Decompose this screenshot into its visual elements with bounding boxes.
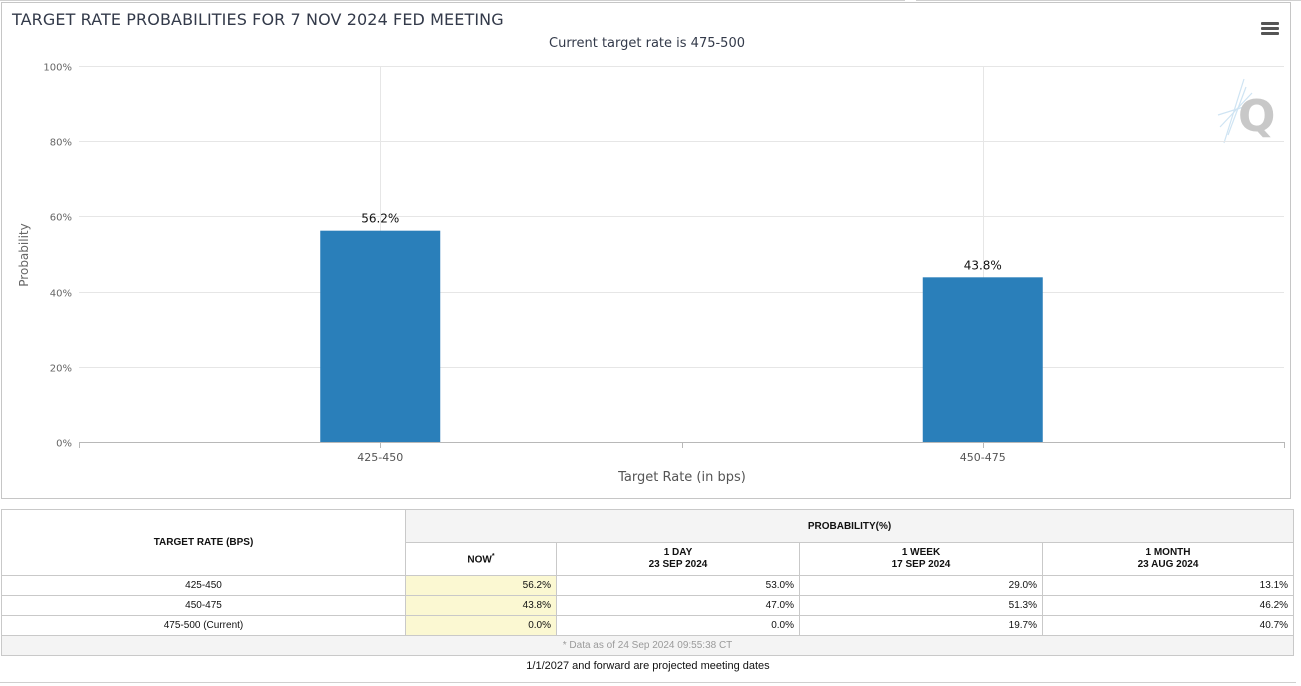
- data-timestamp-note: * Data as of 24 Sep 2024 09:55:38 CT: [0, 635, 1295, 656]
- top-border-right: [916, 0, 1301, 1]
- y-tick-label: 20%: [50, 364, 72, 375]
- value-1-week: 51.3%: [799, 595, 1043, 616]
- y-tick-label: 100%: [43, 63, 72, 74]
- table-row: 450-475 43.8% 47.0% 51.3% 46.2%: [1, 595, 1295, 616]
- value-1-month: 40.7%: [1041, 615, 1295, 636]
- bar-450-475[interactable]: [922, 277, 1043, 442]
- chart-title: TARGET RATE PROBABILITIES FOR 7 NOV 2024…: [12, 10, 504, 29]
- y-axis-title: Probability: [17, 223, 31, 286]
- q-logo-watermark-icon: Q: [1217, 78, 1275, 144]
- row-rate: 475-500 (Current): [1, 615, 406, 636]
- y-tick-label: 60%: [50, 213, 72, 224]
- bottom-border: [0, 682, 1296, 683]
- hamburger-menu-icon[interactable]: [1261, 22, 1279, 38]
- bar-data-label: 56.2%: [361, 212, 399, 226]
- x-tick-label: 425-450: [357, 451, 403, 464]
- value-1-month: 13.1%: [1041, 575, 1295, 596]
- column-header-1-month: 1 MONTH 23 AUG 2024: [1041, 542, 1295, 576]
- chart-subtitle: Current target rate is 475-500: [549, 36, 745, 51]
- probability-table-container: TARGET RATE (BPS) PROBABILITY(%) NOW* 1 …: [0, 509, 1295, 656]
- row-rate: 425-450: [1, 575, 406, 596]
- value-1-month: 46.2%: [1041, 595, 1295, 616]
- value-1-week: 19.7%: [799, 615, 1043, 636]
- column-header-1-day: 1 DAY 23 SEP 2024: [556, 542, 800, 576]
- column-header-now: NOW*: [405, 542, 557, 576]
- value-1-day: 47.0%: [556, 595, 800, 616]
- bar-chart: 0% 20% 40% 60% 80% 100% 56.2% 425-450 43.8% 450-4…: [17, 63, 1285, 485]
- value-1-day: 0.0%: [556, 615, 800, 636]
- projected-dates-note: 1/1/2027 and forward are projected meeti…: [526, 660, 770, 672]
- table-row: 475-500 (Current) 0.0% 0.0% 19.7% 40.7%: [1, 615, 1295, 636]
- x-tick-label: 450-475: [960, 451, 1006, 464]
- y-tick-label: 0%: [56, 439, 72, 450]
- y-tick-label: 80%: [50, 138, 72, 149]
- column-header-1-week: 1 WEEK 17 SEP 2024: [799, 542, 1043, 576]
- x-axis-title: Target Rate (in bps): [617, 470, 746, 485]
- bar-425-450[interactable]: [320, 230, 441, 442]
- y-tick-label: 40%: [50, 289, 72, 300]
- value-now: 56.2%: [405, 575, 557, 596]
- row-rate: 450-475: [1, 595, 406, 616]
- probability-header: PROBABILITY(%): [404, 509, 1295, 543]
- target-rate-header: TARGET RATE (BPS): [1, 509, 406, 576]
- value-now: 0.0%: [405, 615, 557, 636]
- now-footnote-mark: *: [491, 553, 495, 561]
- chart-panel: TARGET RATE PROBABILITIES FOR 7 NOV 2024…: [1, 2, 1291, 499]
- probability-table: TARGET RATE (BPS) PROBABILITY(%) NOW* 1 …: [0, 509, 1295, 656]
- value-1-week: 29.0%: [799, 575, 1043, 596]
- bar-data-label: 43.8%: [964, 258, 1002, 272]
- svg-text:Q: Q: [1238, 91, 1275, 142]
- value-1-day: 53.0%: [556, 575, 800, 596]
- table-row: 425-450 56.2% 53.0% 29.0% 13.1%: [1, 575, 1295, 596]
- top-border-left: [0, 0, 905, 1]
- value-now: 43.8%: [405, 595, 557, 616]
